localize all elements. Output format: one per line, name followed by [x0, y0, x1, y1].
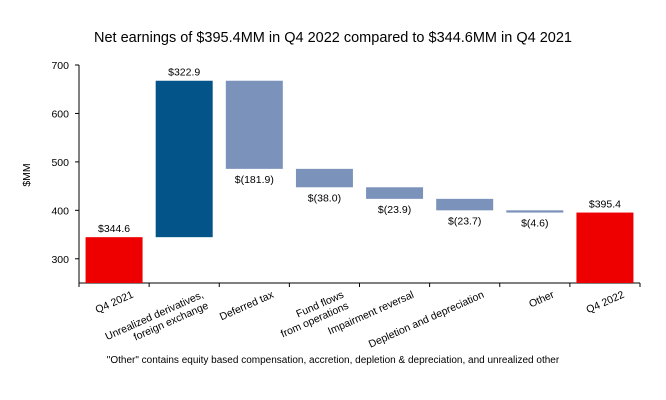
category-label: Q4 2021 — [94, 289, 136, 316]
y-tick-label: 400 — [51, 205, 69, 217]
category-label: Deferred tax — [218, 288, 276, 323]
data-label: $322.9 — [168, 67, 200, 79]
data-label: $344.6 — [98, 223, 130, 235]
y-tick-label: 500 — [51, 157, 69, 169]
x-axis — [78, 282, 641, 287]
bar-total — [85, 237, 143, 283]
footnote: "Other" contains equity based compensati… — [106, 355, 560, 366]
bar-decrease — [295, 168, 353, 188]
category-label-line: Deferred tax — [218, 288, 276, 323]
y-axis: 300 400 500 600 700 — [51, 60, 80, 283]
bar-increase — [155, 80, 213, 238]
bar-decrease — [366, 187, 424, 199]
category-label-line: Depletion and depreciation — [367, 289, 486, 351]
category-label-line: Other — [527, 289, 556, 311]
data-label: $(23.7) — [448, 215, 481, 227]
y-tick-label: 300 — [51, 254, 69, 266]
category-label: Depletion and depreciation — [367, 289, 486, 351]
bar-decrease — [436, 198, 494, 211]
data-label: $(181.9) — [235, 174, 274, 186]
bar-decrease — [506, 210, 564, 213]
data-label: $(4.6) — [521, 218, 548, 230]
category-label: Q4 2022 — [584, 289, 626, 316]
data-labels: $344.6 $322.9 $(181.9) $(38.0) $(23.9) $(23.7… — [98, 67, 621, 235]
y-axis-label: $MM — [21, 163, 33, 186]
category-label-line: Q4 2021 — [94, 289, 136, 316]
bars — [85, 80, 634, 283]
y-tick-label: 700 — [51, 60, 69, 72]
category-label-line: Q4 2022 — [584, 289, 626, 316]
chart-title: Net earnings of $395.4MM in Q4 2022 comp… — [94, 30, 572, 46]
data-label: $(23.9) — [378, 204, 411, 216]
data-label: $(38.0) — [308, 192, 341, 204]
bar-decrease — [225, 80, 283, 169]
y-tick-label: 600 — [51, 108, 69, 120]
data-label: $395.4 — [589, 199, 621, 211]
category-label: Other — [527, 289, 556, 311]
bar-total — [576, 212, 634, 283]
